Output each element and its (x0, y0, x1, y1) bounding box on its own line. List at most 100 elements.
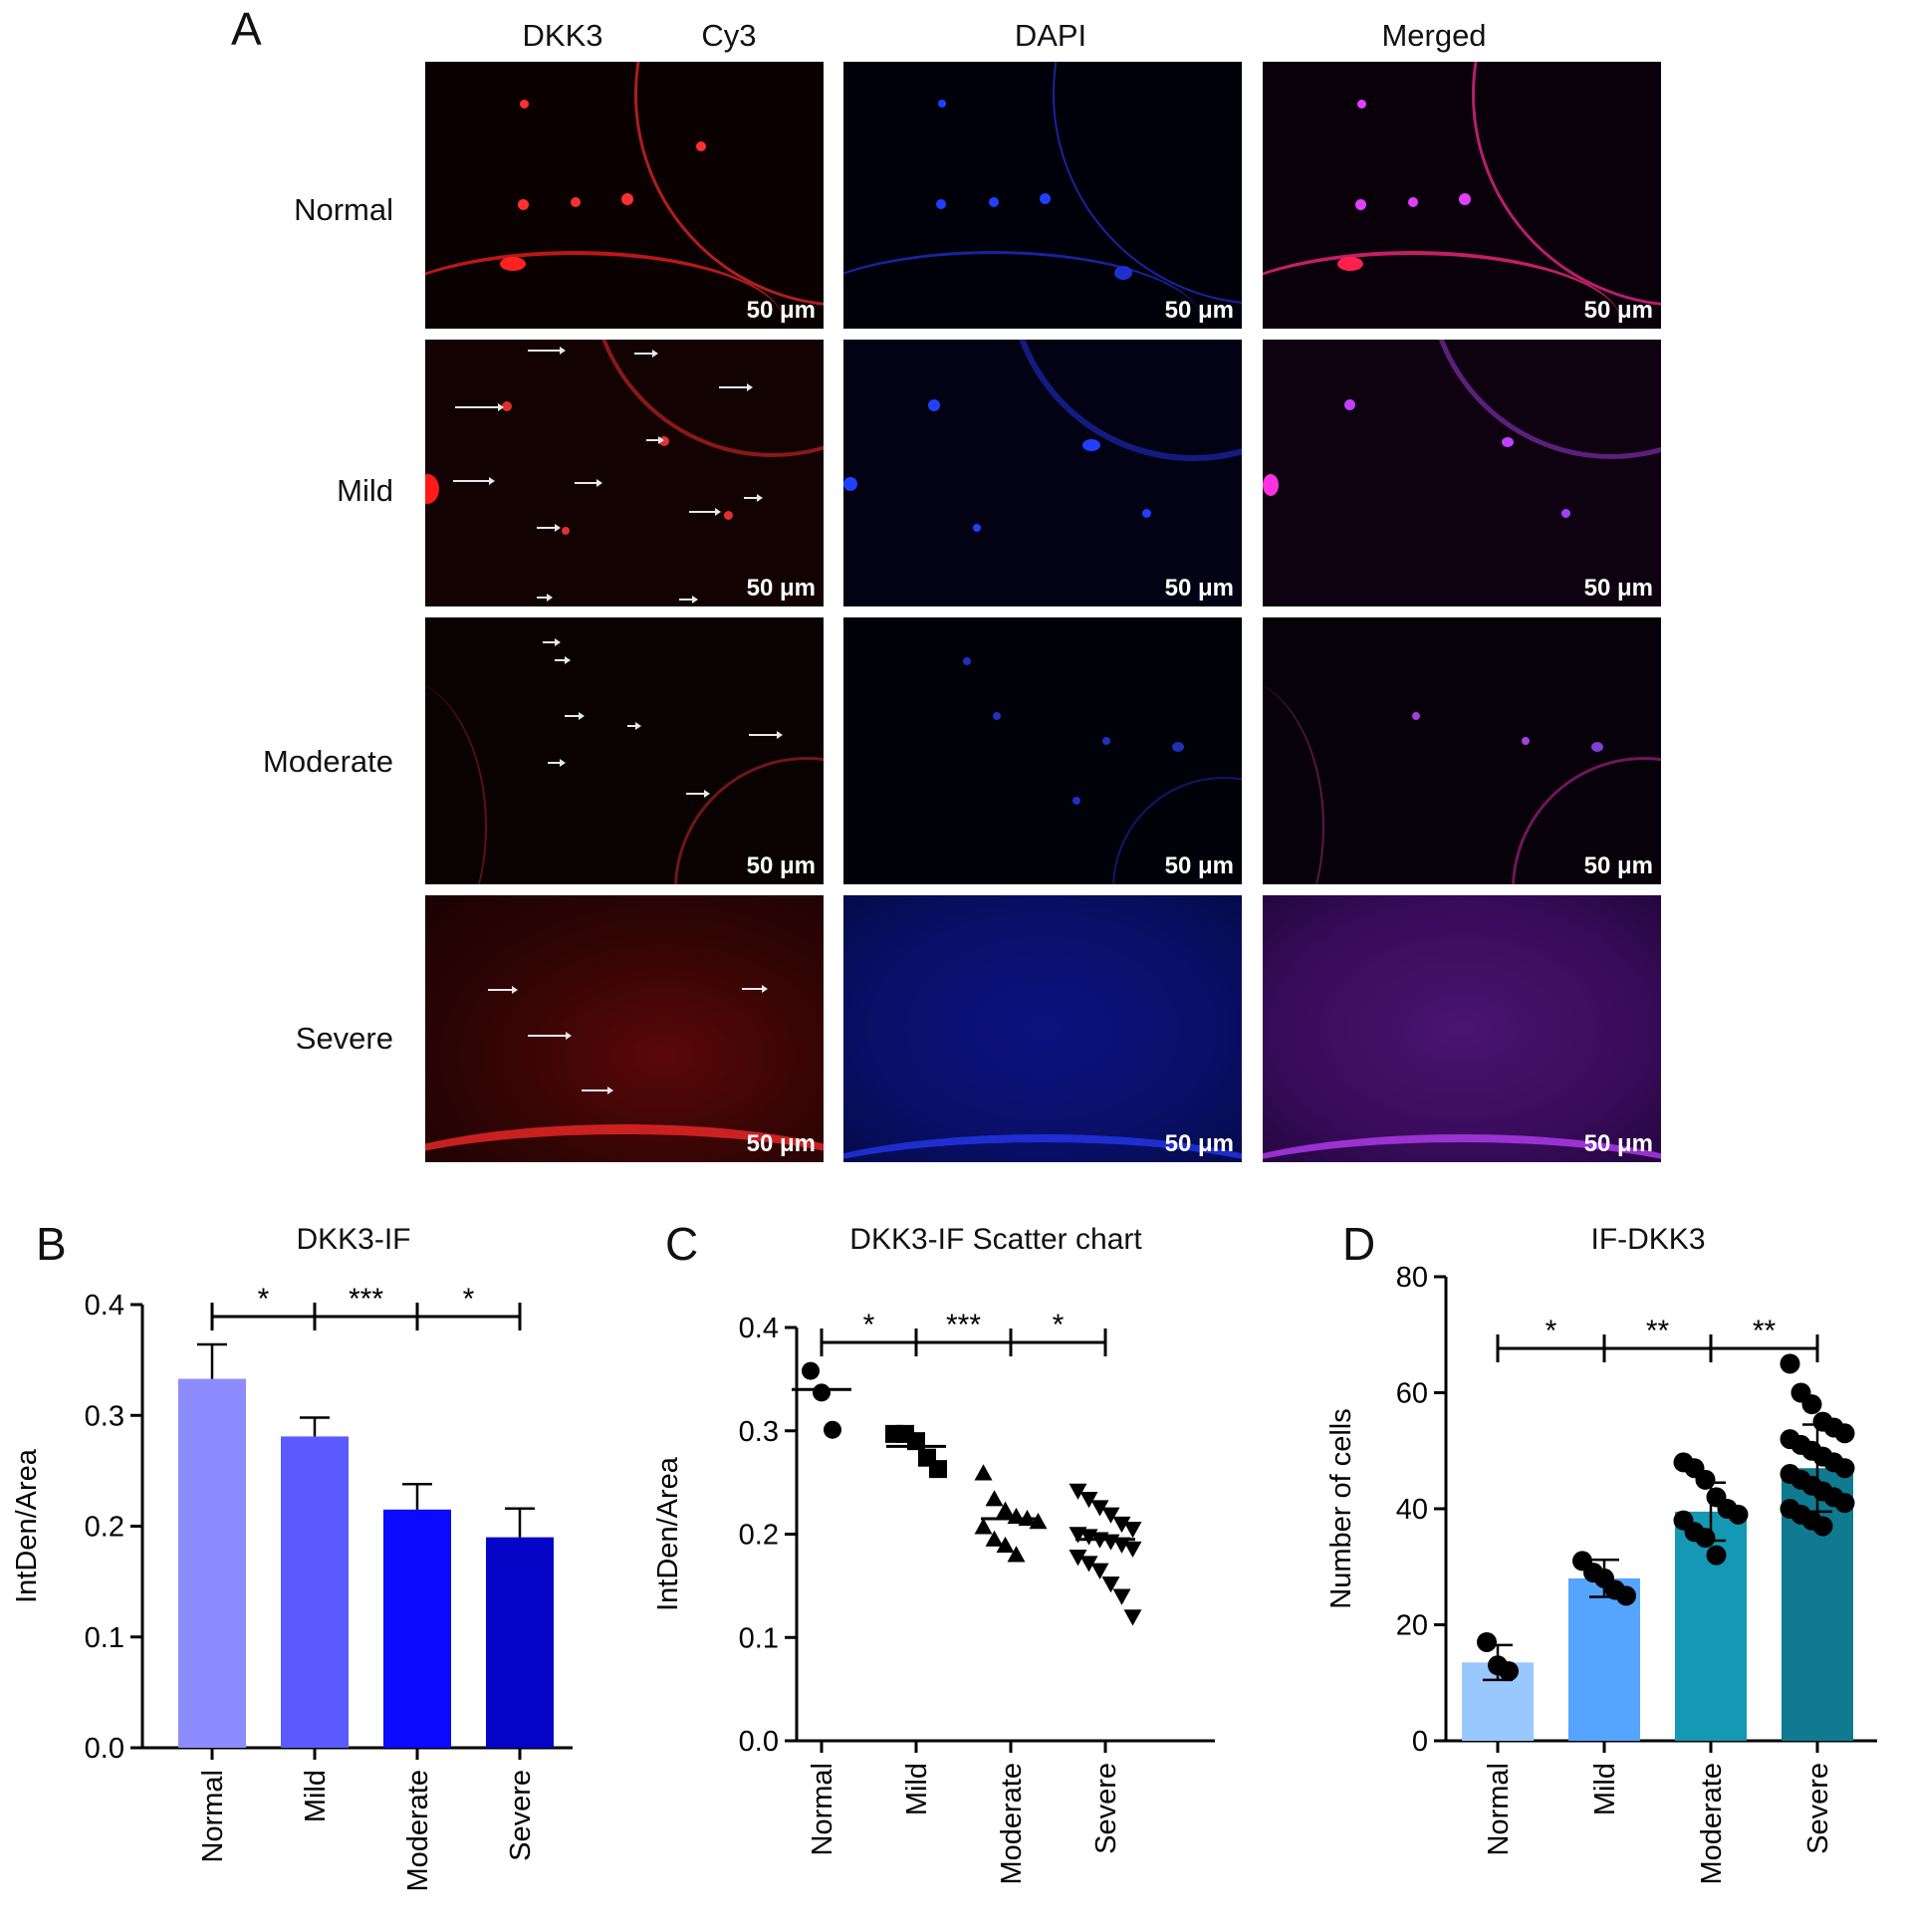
scale-bar-label: 50 μm (1164, 852, 1234, 879)
y-tick-label: 40 (1396, 1494, 1428, 1526)
data-point (1069, 1483, 1087, 1500)
data-point (1007, 1546, 1026, 1563)
row-label-severe: Severe (295, 1021, 393, 1056)
x-tick-label: Severe (1802, 1763, 1834, 1854)
x-tick-label: Moderate (402, 1770, 434, 1892)
chart-d-title: IF-DKK3 (1590, 1223, 1706, 1256)
data-point (1101, 1507, 1120, 1524)
scale-bar-label: 50 μm (1164, 1130, 1234, 1157)
y-tick-label: 0.2 (739, 1520, 779, 1552)
row-label-mild: Mild (337, 473, 393, 508)
panel-b-letter: B (36, 1218, 67, 1270)
data-point (1834, 1493, 1855, 1514)
scale-bar-label: 50 μm (1583, 852, 1653, 879)
chart-b-title: DKK3-IF (296, 1223, 411, 1256)
y-tick-label: 0.1 (85, 1622, 124, 1654)
data-point (985, 1490, 1004, 1507)
column-header-merged: Merged (1381, 18, 1487, 53)
x-tick-label: Normal (1483, 1763, 1515, 1855)
x-tick-label: Normal (807, 1763, 838, 1855)
data-point (1695, 1528, 1716, 1549)
x-tick-label: Severe (1090, 1763, 1122, 1854)
significance-label: * (1546, 1315, 1557, 1347)
data-point (1112, 1516, 1131, 1534)
micrograph-severe-cy3: 50 μm (425, 895, 824, 1162)
data-point (1079, 1492, 1098, 1509)
data-point (1112, 1537, 1131, 1554)
data-point (1695, 1469, 1716, 1490)
data-point (1801, 1394, 1822, 1415)
data-point (985, 1530, 1004, 1547)
column-header-cy3: Cy3 (701, 18, 757, 53)
micrograph-normal-dapi: 50 μm (843, 62, 1242, 329)
data-point (974, 1518, 993, 1535)
data-point (1090, 1563, 1109, 1579)
data-point (1499, 1661, 1519, 1682)
data-point (1123, 1522, 1142, 1539)
row-label-moderate: Moderate (263, 744, 393, 779)
x-tick-label: Mild (300, 1770, 332, 1822)
data-point (1101, 1576, 1120, 1593)
data-point (1079, 1556, 1098, 1572)
scale-bar-label: 50 μm (1583, 1130, 1653, 1157)
x-tick-label: Mild (901, 1763, 933, 1815)
scale-bar-label: 50 μm (746, 1130, 816, 1157)
scale-bar-label: 50 μm (746, 575, 816, 602)
scale-bar-label: 50 μm (1583, 575, 1653, 602)
y-tick-label: 80 (1396, 1262, 1428, 1294)
data-point (996, 1501, 1015, 1518)
y-tick-label: 0.3 (85, 1400, 124, 1432)
data-point (1834, 1458, 1855, 1479)
x-tick-label: Moderate (996, 1763, 1028, 1885)
scale-bar-label: 50 μm (1164, 575, 1234, 602)
micrograph-normal-cy3: 50 μm (425, 62, 824, 329)
micrograph-normal-merged: 50 μm (1263, 62, 1661, 329)
y-axis-label: Number of cells (1325, 1408, 1357, 1608)
chart-c: 0.0 0.1 0.2 0.3 0.4 IntDen/Area Normal Mild Mode… (652, 1309, 1215, 1885)
panel-a-letter: A (231, 3, 262, 55)
data-point (1123, 1609, 1142, 1626)
data-point (1834, 1423, 1855, 1444)
data-point (1112, 1588, 1131, 1605)
data-point (1069, 1550, 1087, 1567)
x-tick-label: Severe (505, 1770, 537, 1861)
y-tick-label: 0 (1412, 1726, 1428, 1758)
data-point (1616, 1585, 1636, 1606)
y-tick-label: 0.4 (739, 1313, 779, 1344)
chart-d: 0 20 40 60 80 Number of cells Normal Mild Modera… (1325, 1262, 1877, 1885)
row-label-normal: Normal (294, 192, 393, 227)
significance-label: ** (1753, 1315, 1777, 1347)
data-point (802, 1361, 820, 1380)
column-header-dkk3: DKK3 (522, 18, 603, 53)
data-point (1728, 1504, 1749, 1525)
scale-bar-label: 50 μm (746, 297, 816, 324)
significance-label: *** (946, 1309, 981, 1341)
significance-label: * (863, 1309, 875, 1341)
micrograph-severe-merged: 50 μm (1263, 895, 1661, 1162)
y-tick-label: 0.0 (739, 1726, 779, 1758)
panel-d-letter: D (1342, 1218, 1376, 1270)
y-tick-label: 0.2 (85, 1512, 124, 1544)
y-axis-label: IntDen/Area (652, 1456, 684, 1611)
bar (383, 1509, 451, 1748)
data-point (1812, 1516, 1833, 1537)
micrograph-moderate-cy3: 50 μm (425, 617, 824, 884)
bar (281, 1436, 349, 1748)
bar (486, 1537, 554, 1748)
data-point (974, 1464, 993, 1481)
scale-bar-label: 50 μm (1164, 297, 1234, 324)
data-point (929, 1460, 947, 1479)
x-tick-label: Moderate (1696, 1763, 1728, 1885)
micrograph-mild-merged: 50 μm (1263, 340, 1661, 606)
scale-bar-label: 50 μm (1583, 297, 1653, 324)
y-tick-label: 60 (1396, 1378, 1428, 1410)
micrograph-mild-dapi: 50 μm (843, 340, 1242, 606)
data-point (813, 1383, 831, 1402)
bar (178, 1378, 246, 1748)
scale-bar-label: 50 μm (746, 852, 816, 879)
x-tick-label: Normal (197, 1770, 229, 1862)
y-tick-label: 0.4 (85, 1290, 124, 1322)
y-tick-label: 0.0 (85, 1733, 124, 1765)
y-tick-label: 0.1 (739, 1622, 779, 1654)
micrograph-mild-cy3: 50 μm (425, 340, 824, 606)
